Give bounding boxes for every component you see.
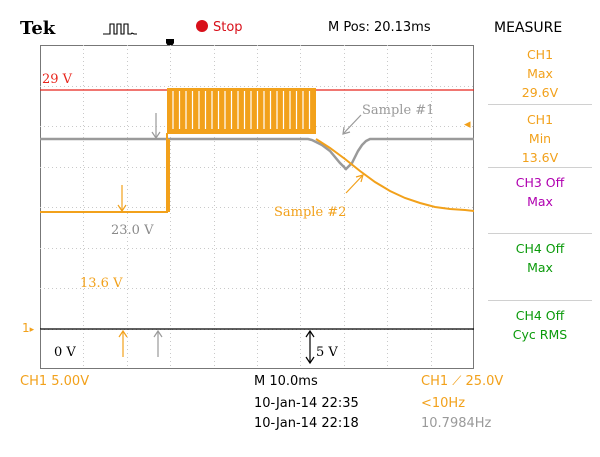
zero-volt-label: 0 V xyxy=(54,345,76,360)
measure-slot-5[interactable]: CH4 Off Cyc RMS xyxy=(488,306,592,344)
trigger-level-arrow-icon[interactable]: ◂ xyxy=(464,117,471,132)
stop-label: Stop xyxy=(213,20,243,35)
trigger-readout: CH1 ⟋ 25.0V xyxy=(421,374,504,389)
measure-slot-1[interactable]: CH1 Max 29.6V xyxy=(488,45,592,102)
measure-slot-line: CH1 xyxy=(526,47,554,62)
frequency-readout: 10.7984Hz xyxy=(421,416,492,431)
five-volt-label: 5 V xyxy=(316,345,338,360)
measure-slot-line: CH3 Off xyxy=(515,175,565,190)
measure-slot-line: Max xyxy=(527,260,553,275)
measure-slot-line: Cyc RMS xyxy=(512,327,568,342)
ch1-scale-readout: CH1 5.00V xyxy=(20,374,90,389)
measure-slot-line: CH4 Off xyxy=(515,241,565,256)
measure-menu-title: MEASURE xyxy=(494,20,563,36)
measure-slot-2[interactable]: CH1 Min 13.6V xyxy=(488,110,592,167)
measure-slot-line: Max xyxy=(527,194,553,209)
measure-separator xyxy=(488,300,592,301)
date-time-2: 10-Jan-14 22:18 xyxy=(254,416,359,431)
graticule xyxy=(40,45,474,369)
voltage-23v-label: 23.0 V xyxy=(111,223,154,238)
measure-slot-line: Min xyxy=(528,131,552,146)
measure-slot-line: 29.6V xyxy=(521,85,559,100)
voltage-13v6-label: 13.6 V xyxy=(80,276,123,291)
measure-slot-line: CH1 xyxy=(526,112,554,127)
measure-slot-line: 13.6V xyxy=(521,150,559,165)
stop-record-icon xyxy=(196,20,208,32)
ch1-marker-arrow-icon: ▸ xyxy=(29,325,35,335)
brand-logo: Tek xyxy=(20,18,56,39)
acquisition-waveform-icon xyxy=(103,23,137,35)
ch1-burst-region xyxy=(167,88,316,133)
level-29v-label: 29 V xyxy=(42,72,73,87)
horizontal-position-readout: M Pos: 20.13ms xyxy=(328,20,431,35)
ch1-waveform-decay xyxy=(315,138,474,212)
ch1-ground-marker[interactable]: 1▸ xyxy=(22,321,34,335)
ch1-marker-label: 1 xyxy=(22,321,30,335)
sample1-label: Sample #1 xyxy=(362,103,435,118)
measure-separator xyxy=(488,233,592,234)
sample2-label: Sample #2 xyxy=(274,205,347,220)
run-stop-status[interactable]: Stop xyxy=(196,20,243,35)
measure-slot-line: CH4 Off xyxy=(515,308,565,323)
measure-separator xyxy=(488,167,592,168)
measure-slot-3[interactable]: CH3 Off Max xyxy=(488,173,592,211)
timebase-readout: M 10.0ms xyxy=(254,374,318,389)
date-time-1: 10-Jan-14 22:35 xyxy=(254,396,359,411)
reference-waveform-sample1 xyxy=(40,137,474,171)
measure-slot-4[interactable]: CH4 Off Max xyxy=(488,239,592,277)
oscilloscope-screen: 29 V Sample #1 Sample #2 23.0 V 13.6 V 0… xyxy=(40,45,474,369)
measure-slot-line: Max xyxy=(527,66,553,81)
frequency-flag: <10Hz xyxy=(421,396,466,411)
trigger-position-icon[interactable] xyxy=(163,38,177,52)
measure-separator xyxy=(488,104,592,105)
annotation-arrows xyxy=(117,113,364,365)
